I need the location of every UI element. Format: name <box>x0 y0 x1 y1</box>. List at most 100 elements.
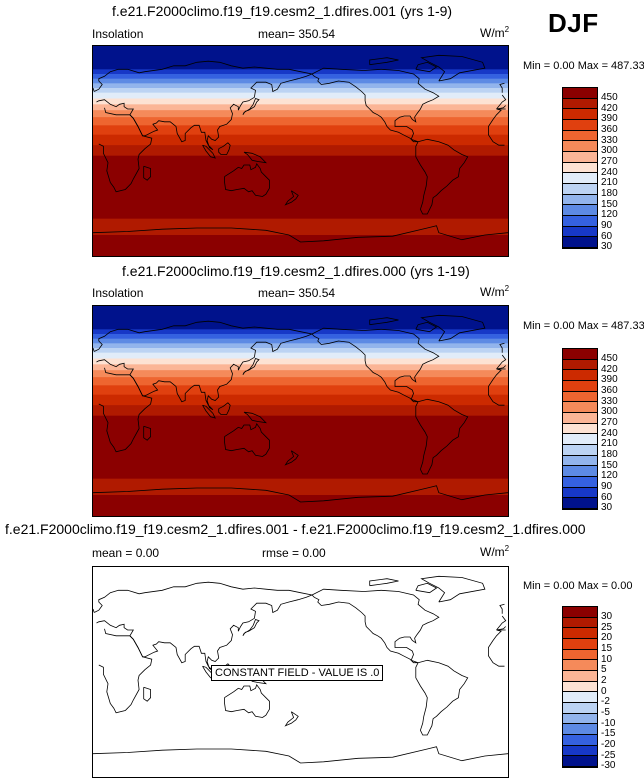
panel-3-map-canvas <box>93 575 508 764</box>
colorbar-box <box>563 617 597 629</box>
insolation-band <box>93 405 508 417</box>
coastline <box>284 190 299 206</box>
panel-3-title: f.e21.F2000climo.f19_f19.cesm2_1.dfires.… <box>5 521 586 537</box>
coastline <box>218 142 231 155</box>
colorbar-label: 360 <box>601 124 618 135</box>
coastline <box>415 321 438 333</box>
colorbar-box <box>563 413 597 424</box>
colorbar-label: 330 <box>601 134 618 146</box>
colorbar-label: 450 <box>601 92 618 103</box>
colorbar-box <box>563 173 597 184</box>
colorbar-label: 15 <box>601 643 613 654</box>
coastline <box>311 327 440 403</box>
coastline <box>143 425 151 441</box>
panel-3-mean-label: mean = 0.00 <box>92 546 160 560</box>
insolation-band <box>93 394 508 406</box>
colorbar-box <box>563 141 597 152</box>
colorbar-label: 120 <box>601 209 618 221</box>
panel-1-minmax: Min = 0.00 Max = 487.33 <box>523 60 644 72</box>
constant-field-notice: CONSTANT FIELD - VALUE IS .0 <box>211 665 384 681</box>
colorbar-label: 0 <box>601 685 607 697</box>
insolation-band <box>93 74 508 80</box>
coastline <box>415 138 469 215</box>
colorbar-label: 150 <box>601 459 618 471</box>
coastline <box>311 588 440 664</box>
panel-2-minmax: Min = 0.00 Max = 487.33 <box>523 320 644 332</box>
colorbar-box <box>563 194 597 206</box>
colorbar-box <box>563 745 597 757</box>
insolation-band <box>93 415 508 480</box>
colorbar-label: 360 <box>601 385 618 396</box>
coastline <box>98 367 506 453</box>
colorbar-box <box>563 226 597 238</box>
coastline <box>218 402 231 415</box>
colorbar-box <box>563 381 597 392</box>
colorbar-box <box>563 359 597 371</box>
colorbar-box <box>563 120 597 131</box>
insolation-band <box>93 125 508 136</box>
colorbar-box <box>563 498 597 509</box>
coastline <box>243 411 268 424</box>
coastline <box>242 357 260 376</box>
colorbar-box <box>563 130 597 142</box>
colorbar-label: -15 <box>601 728 616 740</box>
colorbar-label: 210 <box>601 177 618 189</box>
colorbar-label: 90 <box>601 481 613 492</box>
coastline <box>242 97 260 116</box>
coastline <box>415 582 438 594</box>
coastline <box>420 54 486 82</box>
colorbar-label: 2 <box>601 675 607 686</box>
insolation-band <box>93 358 508 365</box>
insolation-band <box>93 235 508 256</box>
insolation-band <box>93 83 508 89</box>
coastline <box>93 485 508 503</box>
coastline <box>284 711 299 727</box>
insolation-band <box>93 385 508 396</box>
colorbar-box <box>563 703 597 714</box>
insolation-band <box>93 370 508 378</box>
colorbar-label: -5 <box>601 707 610 718</box>
insolation-band <box>93 218 508 236</box>
colorbar-label: 450 <box>601 353 618 364</box>
colorbar-label: 60 <box>601 230 613 242</box>
coastline <box>224 162 270 197</box>
colorbar-box <box>563 692 597 703</box>
insolation-band <box>93 352 508 359</box>
coastline <box>369 57 399 66</box>
coastline <box>98 628 506 714</box>
colorbar-label: -2 <box>601 696 610 708</box>
panel-1-units: W/m2 <box>480 25 510 40</box>
panel-3-colorbar: 30 25 20 15 10 5 2 0 -2 -5 -10 -15 -20 -25 -30 <box>562 606 615 771</box>
insolation-band <box>93 104 508 111</box>
colorbar-box <box>563 402 597 413</box>
colorbar-box <box>563 466 597 477</box>
insolation-band <box>93 478 508 496</box>
coastline <box>94 581 507 672</box>
insolation-band <box>93 495 508 516</box>
panel-3-rmse-label: rmse = 0.00 <box>262 546 326 560</box>
panel-1-map-canvas <box>93 46 508 256</box>
colorbar-box <box>563 724 597 735</box>
colorbar-box <box>563 391 597 403</box>
colorbar-label: -10 <box>601 717 616 729</box>
coastline <box>98 107 506 193</box>
insolation-band <box>93 364 508 371</box>
colorbar-label: 150 <box>601 198 618 210</box>
coastline <box>415 659 469 736</box>
insolation-band <box>93 78 508 84</box>
colorbar-box <box>563 216 597 227</box>
colorbar-label: 180 <box>601 449 618 460</box>
colorbar-label: 30 <box>601 241 613 253</box>
coastline <box>224 683 270 718</box>
insolation-band <box>93 306 508 330</box>
colorbar-label: -30 <box>601 760 616 772</box>
coastline <box>93 225 508 243</box>
insolation-band <box>93 145 508 157</box>
colorbar-box <box>563 370 597 381</box>
colorbar-label: 25 <box>601 621 613 633</box>
coastline <box>93 603 505 614</box>
panel-2-units: W/m2 <box>480 284 510 299</box>
colorbar-label: 240 <box>601 427 618 439</box>
season-label: DJF <box>548 8 599 38</box>
coastline <box>93 746 508 764</box>
